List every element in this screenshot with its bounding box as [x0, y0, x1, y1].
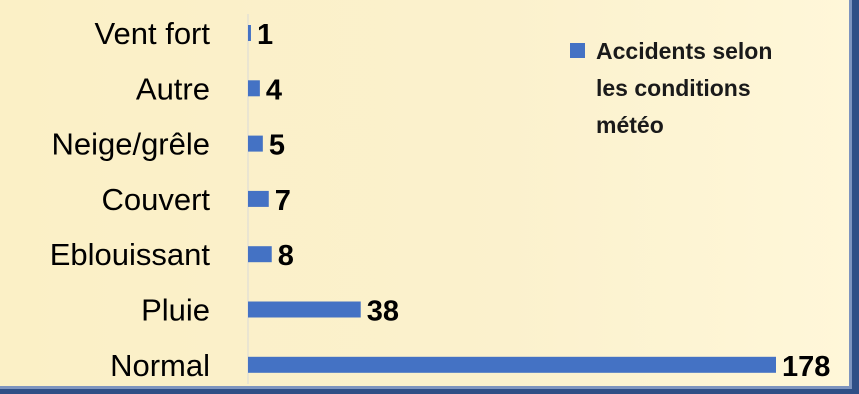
value-label: 8 — [278, 240, 294, 272]
bar — [248, 190, 269, 207]
legend-label: Accidents selon — [596, 38, 772, 64]
category-label: Normal — [110, 348, 210, 383]
value-label: 7 — [275, 185, 291, 217]
bar — [248, 356, 776, 373]
bar — [248, 246, 272, 263]
value-labels: 1 4 5 7 8 38 178 — [257, 19, 830, 383]
value-label: 38 — [367, 296, 399, 328]
category-label: Neige/grêle — [51, 127, 210, 162]
value-label: 5 — [269, 130, 285, 162]
chart-frame: Vent fort Autre Neige/grêle Couvert Eblouiss… — [0, 0, 852, 389]
legend-label: météo — [596, 112, 664, 138]
bar — [248, 25, 251, 41]
legend: Accidents selon les conditions météo — [570, 38, 772, 138]
bar — [248, 135, 263, 152]
category-label: Pluie — [141, 293, 210, 328]
bar — [248, 80, 260, 97]
category-label: Couvert — [101, 182, 210, 217]
bar-chart: Vent fort Autre Neige/grêle Couvert Eblouiss… — [50, 14, 830, 384]
value-label: 178 — [782, 351, 830, 383]
bars — [248, 25, 776, 373]
value-label: 4 — [266, 74, 282, 106]
category-label: Eblouissant — [50, 237, 211, 272]
legend-label: les conditions — [596, 75, 751, 101]
bar — [248, 301, 361, 318]
category-label: Vent fort — [95, 16, 211, 51]
category-label: Autre — [136, 71, 210, 106]
value-label: 1 — [257, 19, 273, 51]
category-labels: Vent fort Autre Neige/grêle Couvert Eblouiss… — [50, 16, 211, 383]
legend-swatch — [570, 43, 585, 58]
